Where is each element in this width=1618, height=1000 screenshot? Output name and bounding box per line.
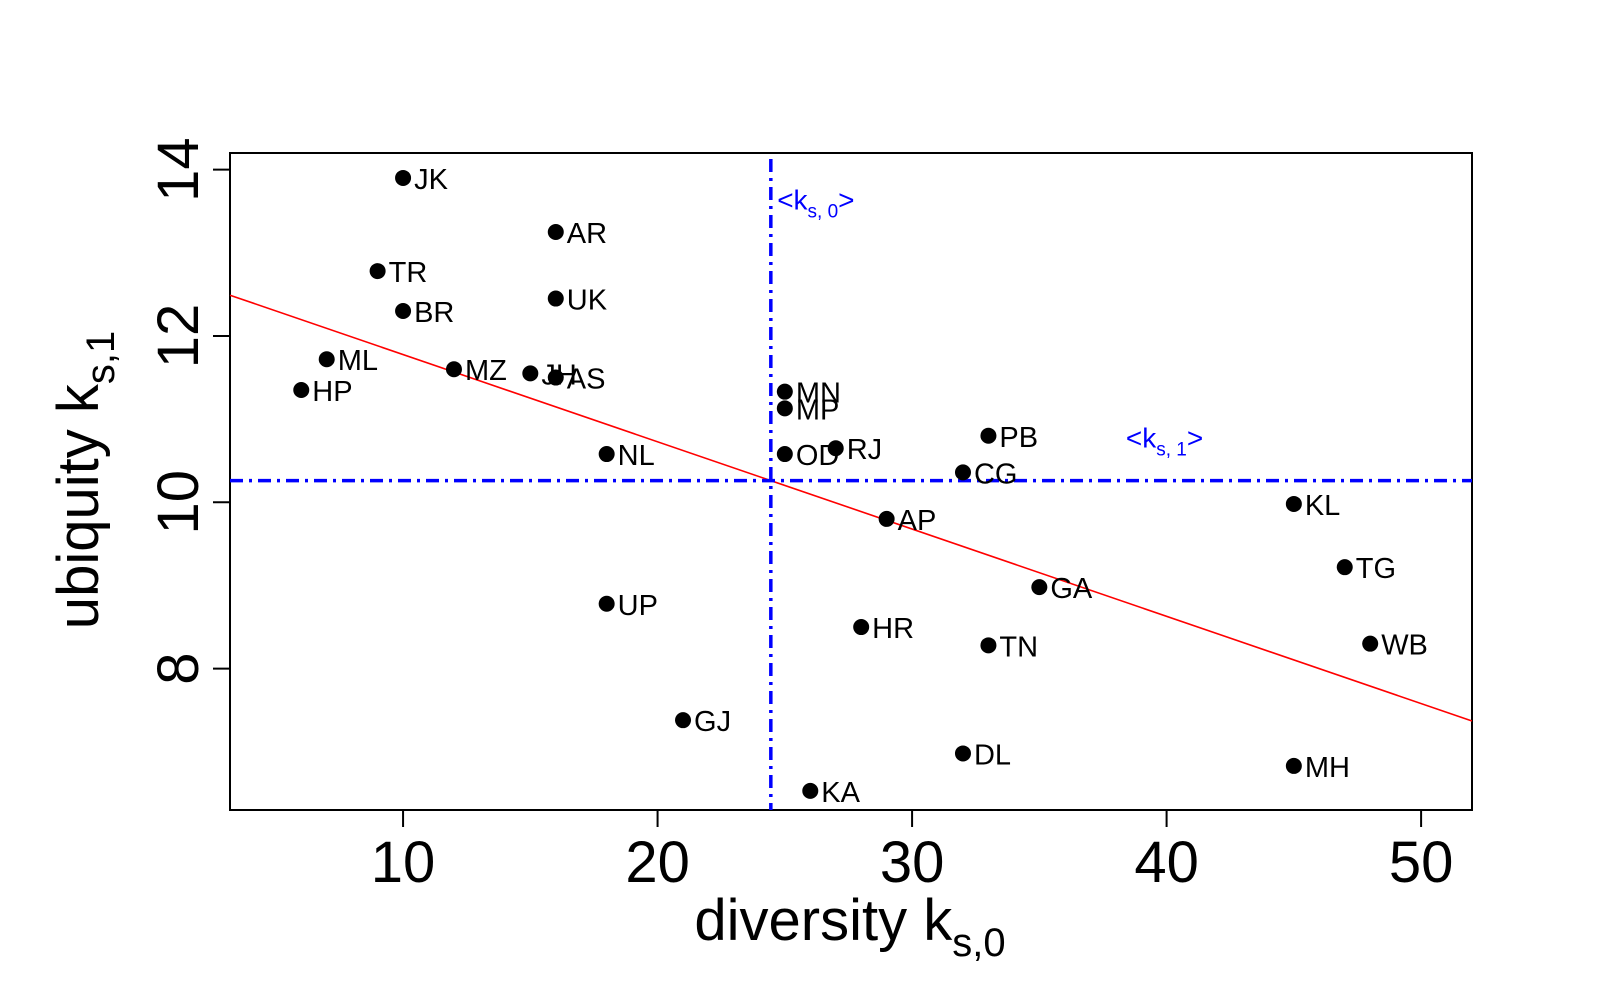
point-gj <box>675 712 692 729</box>
point-br <box>395 303 412 320</box>
point-label-dl: DL <box>974 739 1011 771</box>
point-label-tg: TG <box>1356 553 1396 585</box>
point-mh <box>1285 757 1302 774</box>
data-points: JKARTRUKBRMLMZJHASHPMNMPPBRJNLODCGKLAPTG… <box>293 164 1428 809</box>
point-tr <box>369 263 386 280</box>
point-label-mh: MH <box>1305 752 1350 784</box>
point-label-kl: KL <box>1305 490 1340 522</box>
x-tick-label: 30 <box>880 830 945 895</box>
point-tn <box>980 637 997 654</box>
point-label-cg: CG <box>974 458 1018 490</box>
point-ap <box>878 510 895 527</box>
point-hr <box>853 619 870 636</box>
point-jh <box>522 365 539 382</box>
point-label-hr: HR <box>872 613 914 645</box>
point-label-uk: UK <box>567 285 608 317</box>
point-kl <box>1285 495 1302 512</box>
y-axis-title: ubiquity ks,1 <box>46 331 123 629</box>
point-label-wb: WB <box>1381 630 1428 662</box>
point-label-as: AS <box>567 364 606 396</box>
point-label-gj: GJ <box>694 706 731 738</box>
point-mn <box>776 383 793 400</box>
point-label-ga: GA <box>1050 573 1093 605</box>
point-ar <box>547 224 564 241</box>
point-jk <box>395 169 412 186</box>
point-label-ar: AR <box>567 218 607 250</box>
point-label-ml: ML <box>338 345 378 377</box>
y-axis: 8 10 12 14 <box>146 137 231 685</box>
point-mp <box>776 400 793 417</box>
point-label-ap: AP <box>898 505 937 537</box>
x-tick-label: 40 <box>1134 830 1199 895</box>
x-tick-label: 20 <box>625 830 690 895</box>
point-label-jk: JK <box>414 164 449 196</box>
point-label-pb: PB <box>999 422 1038 454</box>
point-hp <box>293 382 310 399</box>
point-uk <box>547 290 564 307</box>
y-tick-label: 12 <box>146 304 211 369</box>
point-label-mz: MZ <box>465 355 507 387</box>
point-cg <box>954 464 971 481</box>
x-axis-title: diversity ks,0 <box>694 888 1005 965</box>
x-tick-label: 10 <box>371 830 436 895</box>
point-label-up: UP <box>618 590 658 622</box>
mean-label-diversity: <ks, 0> <box>777 185 854 223</box>
point-label-tn: TN <box>999 631 1038 663</box>
point-mz <box>445 361 462 378</box>
point-nl <box>598 446 615 463</box>
point-ml <box>318 351 335 368</box>
y-tick-label: 14 <box>146 137 211 202</box>
mean-label-ubiquity: <ks, 1> <box>1126 422 1203 460</box>
point-label-br: BR <box>414 297 454 329</box>
x-axis: 10 20 30 40 50 <box>371 809 1454 895</box>
point-od <box>776 446 793 463</box>
point-pb <box>980 427 997 444</box>
point-dl <box>954 745 971 762</box>
point-as <box>547 369 564 386</box>
point-label-tr: TR <box>389 257 428 289</box>
point-ka <box>802 782 819 799</box>
mean-lines: <ks, 0> <ks, 1> <box>230 159 1472 810</box>
point-ga <box>1031 579 1048 596</box>
point-rj <box>827 440 844 457</box>
point-label-rj: RJ <box>847 434 882 466</box>
point-label-mp: MP <box>796 394 840 426</box>
point-label-ka: KA <box>821 777 860 809</box>
point-label-nl: NL <box>618 440 655 472</box>
point-label-hp: HP <box>312 376 352 408</box>
point-tg <box>1336 559 1353 576</box>
y-tick-label: 10 <box>146 470 211 535</box>
point-label-od: OD <box>796 440 840 472</box>
x-tick-label: 50 <box>1389 830 1454 895</box>
point-label-mn: MN <box>796 378 841 410</box>
regression-line <box>229 294 1473 722</box>
point-up <box>598 595 615 612</box>
y-tick-label: 8 <box>146 652 211 684</box>
point-wb <box>1362 635 1379 652</box>
